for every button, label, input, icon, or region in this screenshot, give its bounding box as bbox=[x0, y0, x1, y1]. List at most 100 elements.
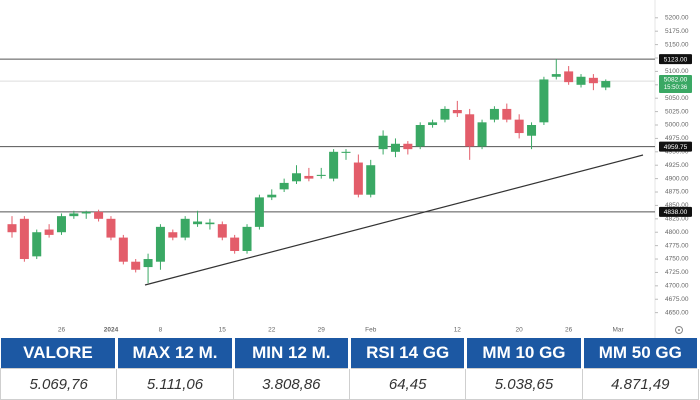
countdown: 15:50:36 bbox=[664, 85, 688, 91]
y-tick-label: 4700.00 bbox=[665, 283, 689, 290]
candle-body bbox=[353, 162, 363, 195]
candle-body bbox=[81, 211, 91, 214]
candle-body bbox=[7, 224, 17, 233]
candle-body bbox=[118, 237, 128, 262]
y-tick-label: 4825.00 bbox=[665, 216, 689, 223]
y-tick-label: 5050.00 bbox=[665, 95, 689, 102]
y-tick-label: 5025.00 bbox=[665, 108, 689, 115]
x-tick-label: 8 bbox=[159, 327, 163, 334]
candle-body bbox=[390, 143, 400, 152]
y-tick-label: 4950.00 bbox=[665, 149, 689, 156]
x-tick-label: 20 bbox=[516, 327, 524, 334]
header-cell: VALORE bbox=[0, 338, 119, 369]
x-tick-label: 22 bbox=[268, 327, 276, 334]
header-cell: MAX 12 M. bbox=[116, 338, 235, 369]
y-tick-label: 4925.00 bbox=[665, 162, 689, 169]
x-tick-label: 26 bbox=[58, 327, 66, 334]
candle-body bbox=[292, 173, 302, 182]
candle-body bbox=[452, 110, 462, 114]
settings-icon[interactable] bbox=[675, 326, 683, 334]
y-tick-label: 5150.00 bbox=[665, 41, 689, 48]
price-labels: 5123.00 4959.75 4838.00 5082.00 15:50:36 bbox=[659, 54, 692, 217]
candles bbox=[7, 59, 611, 284]
y-tick-label: 4800.00 bbox=[665, 229, 689, 236]
level-label: 5123.00 bbox=[664, 56, 688, 63]
candle-body bbox=[316, 174, 326, 176]
table-row: 5.069,76 5.111,06 3.808,86 64,45 5.038,65 4.8… bbox=[0, 368, 700, 400]
x-tick-label: 2024 bbox=[104, 327, 119, 334]
y-tick-label: 5100.00 bbox=[665, 68, 689, 75]
y-tick-label: 5000.00 bbox=[665, 122, 689, 129]
candle-body bbox=[329, 151, 339, 179]
y-tick-label: 4875.00 bbox=[665, 189, 689, 196]
value-cell: 5.069,76 bbox=[0, 368, 118, 400]
table-body: 5.069,76 5.111,06 3.808,86 64,45 5.038,65 4.8… bbox=[0, 368, 700, 400]
candle-body bbox=[489, 108, 499, 120]
x-tick-label: 26 bbox=[565, 327, 573, 334]
value-cell: 5.038,65 bbox=[465, 368, 583, 400]
last-price-label: 5082.00 bbox=[664, 76, 688, 83]
trend-line bbox=[144, 154, 644, 286]
y-tick-label: 5175.00 bbox=[665, 28, 689, 35]
candle-body bbox=[601, 81, 611, 88]
candle-body bbox=[32, 232, 42, 257]
candle-body bbox=[230, 237, 240, 251]
candle-body bbox=[143, 259, 153, 268]
candle-body bbox=[304, 175, 314, 179]
level-label-box bbox=[659, 141, 692, 152]
candle-body bbox=[155, 226, 165, 262]
candle-body bbox=[477, 122, 487, 147]
candle-body bbox=[94, 211, 104, 219]
candle-body bbox=[551, 74, 561, 77]
x-tick-label: 12 bbox=[454, 327, 462, 334]
x-tick-label: 29 bbox=[318, 327, 326, 334]
candle-body bbox=[180, 218, 190, 238]
value-cell: 64,45 bbox=[348, 368, 467, 400]
candle-body bbox=[279, 182, 289, 190]
candle-body bbox=[502, 108, 512, 120]
candle-body bbox=[403, 143, 413, 150]
header-cell: RSI 14 GG bbox=[349, 338, 468, 369]
candle-body bbox=[465, 114, 475, 147]
candle-body bbox=[576, 76, 586, 85]
level-label: 4838.00 bbox=[664, 209, 688, 216]
candle-body bbox=[131, 261, 141, 270]
candle-body bbox=[44, 229, 54, 235]
y-tick-label: 4675.00 bbox=[665, 296, 689, 303]
x-tick-label: 15 bbox=[219, 327, 227, 334]
y-tick-label: 4975.00 bbox=[665, 135, 689, 142]
x-tick-label: Mar bbox=[613, 327, 625, 334]
candle-body bbox=[205, 222, 215, 225]
header-cell: MM 50 GG bbox=[582, 338, 700, 369]
candle-body bbox=[440, 108, 450, 120]
candle-body bbox=[527, 125, 537, 136]
y-tick-label: 4725.00 bbox=[665, 269, 689, 276]
header-cell: MM 10 GG bbox=[465, 338, 584, 369]
header-row: VALORE MAX 12 M. MIN 12 M. RSI 14 GG MM 10 G… bbox=[0, 338, 700, 369]
candle-body bbox=[106, 218, 116, 238]
y-tick-label: 4850.00 bbox=[665, 202, 689, 209]
candle-body bbox=[428, 122, 438, 126]
candle-body bbox=[267, 194, 277, 198]
value-cell: 3.808,86 bbox=[232, 368, 350, 400]
y-tick-label: 5200.00 bbox=[665, 15, 689, 22]
candle-body bbox=[378, 135, 388, 150]
candle-body bbox=[415, 125, 425, 147]
candle-body bbox=[539, 79, 549, 123]
value-cell: 5.111,06 bbox=[116, 368, 234, 400]
candle-body bbox=[56, 216, 66, 233]
axis-layer: 5200.005175.005150.005125.005100.005075.… bbox=[0, 0, 689, 338]
y-tick-label: 4750.00 bbox=[665, 256, 689, 263]
candle-body bbox=[242, 226, 252, 251]
level-label-box bbox=[659, 54, 692, 65]
y-tick-label: 4900.00 bbox=[665, 175, 689, 182]
y-tick-label: 4775.00 bbox=[665, 242, 689, 249]
level-label-box bbox=[659, 206, 692, 217]
candle-body bbox=[366, 165, 376, 195]
candle-body bbox=[69, 213, 79, 217]
level-label: 4959.75 bbox=[664, 144, 688, 151]
candle-body bbox=[341, 151, 351, 153]
header-cell: MIN 12 M. bbox=[233, 338, 351, 369]
chart: 5200.005175.005150.005125.005100.005075.… bbox=[0, 0, 692, 338]
